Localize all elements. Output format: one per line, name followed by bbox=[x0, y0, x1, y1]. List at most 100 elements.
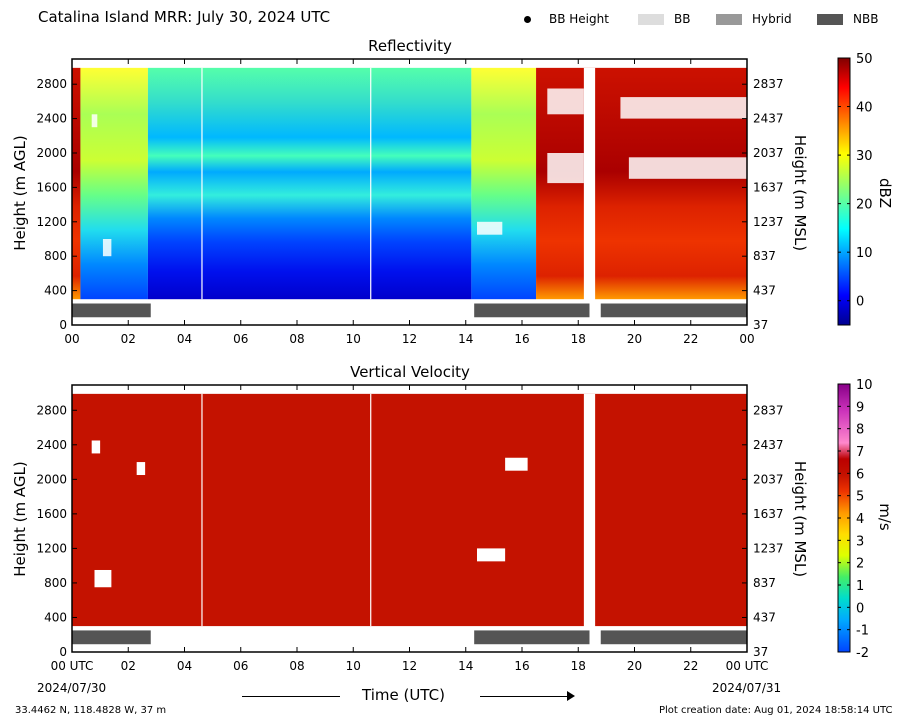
nbb-bar bbox=[474, 630, 590, 645]
y-tick-label-right: 2437 bbox=[753, 112, 784, 126]
data-gap bbox=[583, 67, 596, 326]
velocity-plot bbox=[72, 393, 747, 652]
x-tick-label: 06 bbox=[233, 659, 248, 673]
x-tick-label: 10 bbox=[346, 332, 361, 346]
colorbar-tick-label: 4 bbox=[856, 512, 864, 527]
y-tick-label-right: 837 bbox=[753, 249, 776, 263]
x-tick-label: 02 bbox=[121, 332, 136, 346]
y-tick-label-left: 800 bbox=[44, 249, 67, 263]
y-tick-label-right: 1637 bbox=[753, 507, 784, 521]
colorbar-tick-label: 50 bbox=[856, 52, 873, 67]
x-tick-label: 00 bbox=[739, 332, 754, 346]
data-gap-line bbox=[370, 67, 372, 300]
nbb-bar bbox=[600, 303, 747, 318]
no-echo-region bbox=[477, 221, 503, 235]
y-tick-label-left: 0 bbox=[59, 318, 67, 332]
colorbar-tick-label: 10 bbox=[856, 378, 873, 393]
y-tick-label-right: 2837 bbox=[753, 77, 784, 91]
y-tick-label-left: 1200 bbox=[36, 215, 67, 229]
bb-height-marker-icon bbox=[524, 15, 531, 23]
y-tick-label-left: 1600 bbox=[36, 180, 67, 194]
y-tick-label-right: 1237 bbox=[753, 541, 784, 555]
x-tick-label: 20 bbox=[627, 659, 642, 673]
bb-swatch-icon bbox=[638, 13, 664, 25]
legend-bb-height: BB Height bbox=[524, 11, 609, 27]
no-echo-region bbox=[547, 153, 584, 184]
nbb-bar bbox=[72, 303, 151, 318]
x-tick-label: 12 bbox=[402, 659, 417, 673]
legend-hybrid: Hybrid bbox=[716, 11, 792, 27]
x-tick-label: 04 bbox=[177, 332, 192, 346]
reflectivity-colorbar bbox=[837, 57, 851, 326]
date-start-label: 2024/07/30 bbox=[37, 681, 107, 695]
no-echo-region bbox=[547, 88, 584, 115]
nbb-swatch-icon bbox=[817, 13, 843, 25]
y-tick-label-right: 37 bbox=[753, 645, 768, 659]
colorbar-tick-label: 3 bbox=[856, 534, 864, 549]
legend-bb: BB bbox=[638, 11, 690, 27]
x-tick-label: 02 bbox=[121, 659, 136, 673]
no-echo-region bbox=[102, 239, 112, 257]
y-tick-label-left: 1600 bbox=[36, 507, 67, 521]
y-tick-label-right: 2037 bbox=[753, 472, 784, 486]
colorbar-tick-label: 30 bbox=[856, 149, 873, 164]
colorbar-tick-label: 0 bbox=[856, 601, 864, 616]
velocity-field bbox=[72, 393, 747, 627]
y-tick-label-left: 2400 bbox=[36, 112, 67, 126]
nbb-bar bbox=[474, 303, 590, 318]
legend-label: BB bbox=[674, 12, 691, 26]
reflectivity-segment bbox=[80, 67, 148, 300]
no-echo-region bbox=[136, 462, 146, 476]
x-tick-label: 08 bbox=[289, 332, 304, 346]
x-tick-label: 10 bbox=[346, 659, 361, 673]
y-tick-label-right: 837 bbox=[753, 576, 776, 590]
reflectivity-title: Reflectivity bbox=[368, 37, 452, 55]
no-echo-region bbox=[628, 157, 747, 179]
colorbar-tick-label: 9 bbox=[856, 400, 864, 415]
colorbar-tick-label: 1 bbox=[856, 579, 864, 594]
y-tick-label-right: 437 bbox=[753, 610, 776, 624]
hybrid-swatch-icon bbox=[716, 13, 742, 25]
x-tick-label: 22 bbox=[683, 332, 698, 346]
reflectivity-segment bbox=[72, 67, 81, 300]
y-tick-label-left: 2800 bbox=[36, 77, 67, 91]
x-tick-label: 20 bbox=[627, 332, 642, 346]
reflectivity-plot bbox=[72, 67, 747, 326]
y-tick-label-right: 437 bbox=[753, 284, 776, 298]
colorbar-tick-label: 7 bbox=[856, 445, 864, 460]
legend-label: Hybrid bbox=[752, 12, 792, 26]
colorbar-tick-label: 40 bbox=[856, 101, 873, 116]
creation-date-note: Plot creation date: Aug 01, 2024 18:58:1… bbox=[659, 705, 893, 716]
y-tick-label-left: 400 bbox=[44, 610, 67, 624]
colorbar-tick-label: 20 bbox=[856, 198, 873, 213]
y-tick-label-left: 1200 bbox=[36, 541, 67, 555]
colorbar-tick-label: 6 bbox=[856, 467, 864, 482]
colorbar-tick-label: 2 bbox=[856, 557, 864, 572]
y-tick-label-right: 2837 bbox=[753, 403, 784, 417]
x-tick-label: 00 UTC bbox=[51, 659, 94, 673]
x-tick-label: 18 bbox=[571, 659, 586, 673]
y-tick-label-right: 1237 bbox=[753, 215, 784, 229]
x-tick-label: 18 bbox=[571, 332, 586, 346]
arrow-right-icon bbox=[567, 691, 575, 701]
x-tick-label: 00 bbox=[64, 332, 79, 346]
y-tick-label-left: 2800 bbox=[36, 403, 67, 417]
x-tick-label: 14 bbox=[458, 659, 473, 673]
colorbar-tick-label: 0 bbox=[856, 295, 864, 310]
legend-label: NBB bbox=[853, 12, 879, 26]
date-end-label: 2024/07/31 bbox=[712, 681, 782, 695]
x-tick-label: 22 bbox=[683, 659, 698, 673]
y-tick-label-right: 2037 bbox=[753, 146, 784, 160]
location-note: 33.4462 N, 118.4828 W, 37 m bbox=[15, 705, 167, 716]
x-tick-label: 12 bbox=[402, 332, 417, 346]
colorbar-tick-label: -2 bbox=[856, 646, 869, 661]
reflectivity-segment bbox=[147, 67, 472, 300]
y-tick-label-right: 37 bbox=[753, 318, 768, 332]
x-tick-label: 08 bbox=[289, 659, 304, 673]
x-tick-label: 04 bbox=[177, 659, 192, 673]
no-echo-region bbox=[505, 457, 528, 471]
x-tick-label: 16 bbox=[514, 332, 529, 346]
xlabel-right-line bbox=[480, 696, 572, 697]
